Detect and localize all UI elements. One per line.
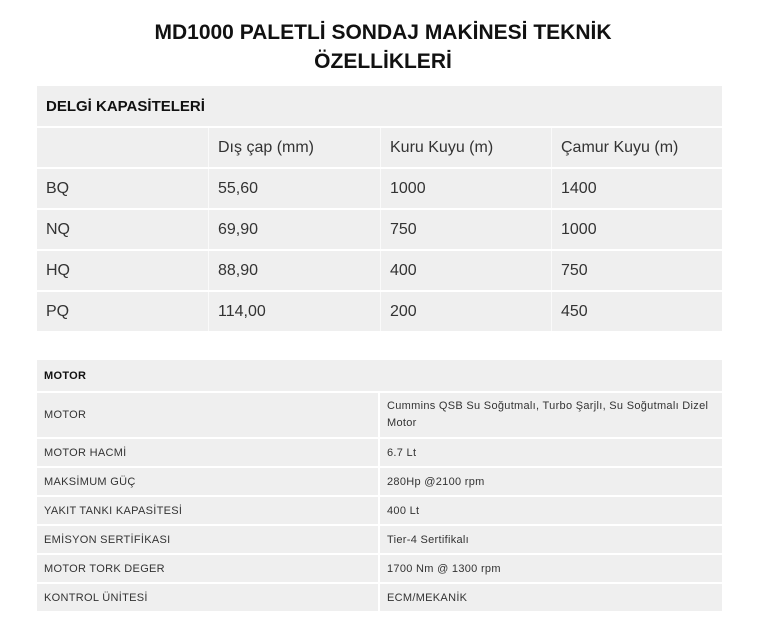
drilling-capacity-table: DELGİ KAPASİTELERİ Dış çap (mm) Kuru Kuy… [37, 86, 722, 331]
table-row: MOTOR TORK DEGER 1700 Nm @ 1300 rpm [37, 553, 722, 583]
table-row: HQ 88,90 400 750 [37, 249, 722, 291]
table-row: KONTROL ÜNİTESİ ECM/MEKANİK [37, 582, 722, 611]
table-row: MAKSİMUM GÜÇ 280Hp @2100 rpm [37, 466, 722, 496]
section-heading: MOTOR [44, 369, 87, 382]
table-row: YAKIT TANKI KAPASİTESİ 400 Lt [37, 495, 722, 525]
motor-table: MOTOR MOTOR Cummins QSB Su Soğutmalı, Tur… [37, 360, 722, 611]
table-row: EMİSYON SERTİFİKASI Tier-4 Sertifikalı [37, 524, 722, 554]
table-row: BQ 55,60 1000 1400 [37, 167, 722, 209]
table-row: MOTOR Cummins QSB Su Soğutmalı, Turbo Şar… [37, 391, 722, 438]
table-row: NQ 69,90 750 1000 [37, 208, 722, 250]
column-header-row: Dış çap (mm) Kuru Kuyu (m) Çamur Kuyu (m… [37, 126, 722, 168]
section-heading: DELGİ KAPASİTELERİ [46, 97, 205, 115]
table-row: PQ 114,00 200 450 [37, 290, 722, 331]
page-title: MD1000 PALETLİ SONDAJ MAKİNESİ TEKNİK ÖZ… [154, 21, 612, 73]
table-row: MOTOR HACMİ 6.7 Lt [37, 437, 722, 467]
